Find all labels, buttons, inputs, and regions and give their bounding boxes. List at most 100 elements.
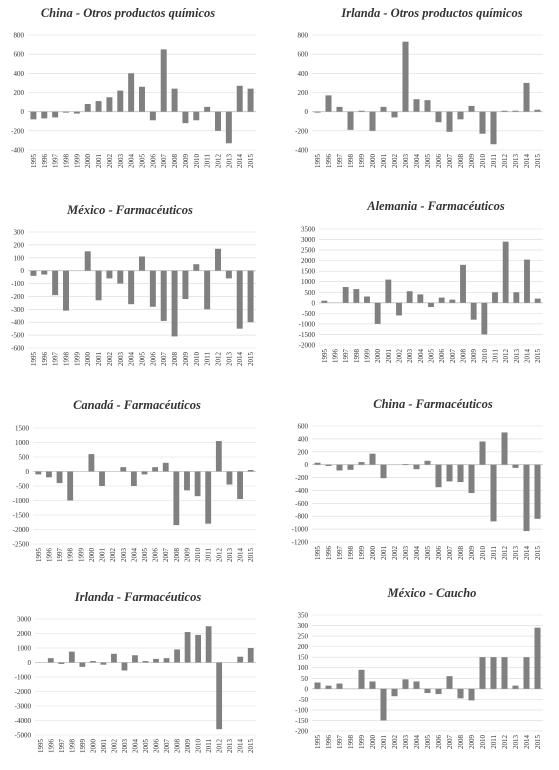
bar-2007 bbox=[160, 49, 167, 112]
bar-2003 bbox=[402, 41, 409, 112]
x-tick-label: 2000 bbox=[369, 735, 377, 750]
y-tick-label: -200 bbox=[295, 474, 308, 482]
x-tick-label: 2010 bbox=[194, 548, 202, 563]
bar-2013 bbox=[512, 685, 519, 689]
x-tick-label: 2006 bbox=[435, 546, 443, 561]
x-tick-label: 1998 bbox=[347, 154, 355, 169]
x-tick-label: 2010 bbox=[193, 352, 201, 367]
x-tick-label: 2005 bbox=[424, 154, 432, 169]
bar-1999 bbox=[358, 110, 365, 112]
bar-2001 bbox=[380, 106, 387, 112]
bar-2015 bbox=[534, 109, 541, 112]
bar-2010 bbox=[194, 471, 201, 497]
y-tick-label: -1000 bbox=[15, 674, 32, 682]
x-tick-label: 2002 bbox=[109, 548, 117, 563]
x-tick-label: 2014 bbox=[237, 739, 245, 754]
chart-panel-7: Irlanda - Farmacéuticos -5000 -4000 -3000 -2… bbox=[15, 590, 256, 753]
x-tick-label: 2008 bbox=[174, 739, 182, 754]
y-tick-label: 350 bbox=[298, 612, 309, 620]
chart-title: China - Otros productos químicos bbox=[41, 6, 215, 20]
bar-2010 bbox=[193, 111, 200, 121]
y-tick-label: 2500 bbox=[301, 247, 316, 255]
x-tick-label: 2004 bbox=[413, 154, 421, 169]
bar-2006 bbox=[153, 658, 159, 663]
bar-2006 bbox=[435, 111, 442, 123]
y-tick-label: 2000 bbox=[301, 257, 316, 265]
x-tick-label: 2000 bbox=[374, 349, 382, 364]
bar-2012 bbox=[215, 441, 222, 472]
x-tick-label: 2014 bbox=[523, 154, 531, 169]
y-tick-label: 500 bbox=[305, 289, 316, 297]
bar-2004 bbox=[130, 471, 137, 486]
bar-1995 bbox=[314, 111, 321, 113]
y-tick-label: 300 bbox=[14, 229, 25, 237]
bar-2012 bbox=[501, 432, 508, 465]
bar-2009 bbox=[182, 270, 189, 300]
bar-2014 bbox=[236, 270, 243, 329]
bar-2010 bbox=[193, 264, 200, 271]
x-tick-label: 2007 bbox=[449, 349, 457, 364]
y-tick-label: 1000 bbox=[17, 645, 32, 653]
bar-1999 bbox=[79, 662, 86, 667]
bar-2004 bbox=[413, 99, 420, 112]
bar-2004 bbox=[413, 681, 420, 689]
bar-2008 bbox=[171, 270, 178, 337]
y-tick-label: 100 bbox=[298, 664, 309, 672]
x-tick-label: 2015 bbox=[534, 735, 542, 750]
x-tick-label: 2015 bbox=[247, 153, 255, 168]
x-tick-label: 2001 bbox=[99, 548, 107, 563]
x-tick-label: 2002 bbox=[391, 546, 399, 561]
x-tick-label: 2001 bbox=[380, 154, 388, 169]
bar-2011 bbox=[205, 471, 212, 524]
bar-2010 bbox=[481, 302, 488, 335]
bar-2013 bbox=[225, 270, 232, 279]
x-tick-label: 2012 bbox=[501, 154, 509, 169]
x-tick-label: 2006 bbox=[152, 548, 160, 563]
x-tick-label: 2004 bbox=[130, 548, 138, 563]
bar-2009 bbox=[468, 688, 475, 701]
bar-1997 bbox=[58, 662, 65, 664]
chart-panel-5: Canadá - Farmacéuticos -2500 -2000 -1500 -10… bbox=[13, 398, 256, 562]
x-tick-label: 2009 bbox=[182, 352, 190, 367]
y-tick-label: 400 bbox=[298, 70, 309, 78]
y-tick-label: 800 bbox=[298, 32, 309, 40]
y-tick-label: 0 bbox=[21, 108, 25, 116]
bar-1995 bbox=[321, 300, 328, 303]
x-tick-label: 2009 bbox=[468, 546, 476, 561]
bar-1998 bbox=[63, 111, 69, 113]
x-tick-label: 1996 bbox=[41, 154, 49, 169]
bar-2009 bbox=[468, 464, 475, 494]
x-tick-label: 2010 bbox=[479, 154, 487, 169]
bar-2005 bbox=[424, 688, 431, 694]
x-tick-label: 1999 bbox=[358, 735, 366, 750]
bar-2009 bbox=[468, 105, 475, 112]
y-tick-label: -2000 bbox=[299, 342, 316, 350]
y-tick-label: 200 bbox=[14, 241, 25, 249]
x-tick-label: 2010 bbox=[195, 739, 203, 754]
x-tick-label: 2011 bbox=[490, 546, 498, 560]
bar-2001 bbox=[99, 471, 105, 486]
bar-2012 bbox=[215, 248, 221, 271]
bar-2004 bbox=[132, 655, 138, 663]
y-tick-label: -200 bbox=[11, 293, 24, 301]
bar-2012 bbox=[501, 110, 508, 112]
x-tick-label: 2010 bbox=[479, 735, 487, 750]
y-tick-label: 200 bbox=[298, 643, 309, 651]
y-tick-label: 200 bbox=[298, 448, 309, 456]
bar-2002 bbox=[391, 111, 398, 118]
y-tick-label: -100 bbox=[11, 280, 24, 288]
bar-1997 bbox=[52, 111, 59, 118]
bar-2011 bbox=[204, 270, 211, 310]
x-tick-label: 2009 bbox=[182, 154, 190, 169]
x-tick-label: 2003 bbox=[120, 548, 128, 563]
x-tick-label: 2015 bbox=[247, 739, 255, 754]
y-tick-label: 0 bbox=[305, 108, 309, 116]
bar-2008 bbox=[173, 471, 180, 526]
y-tick-label: 50 bbox=[301, 675, 309, 683]
bar-2005 bbox=[424, 460, 431, 465]
bar-1998 bbox=[347, 464, 354, 470]
x-tick-label: 2007 bbox=[446, 546, 454, 561]
bar-2006 bbox=[149, 111, 156, 121]
x-tick-label: 2002 bbox=[110, 739, 118, 754]
bar-2000 bbox=[369, 453, 376, 465]
